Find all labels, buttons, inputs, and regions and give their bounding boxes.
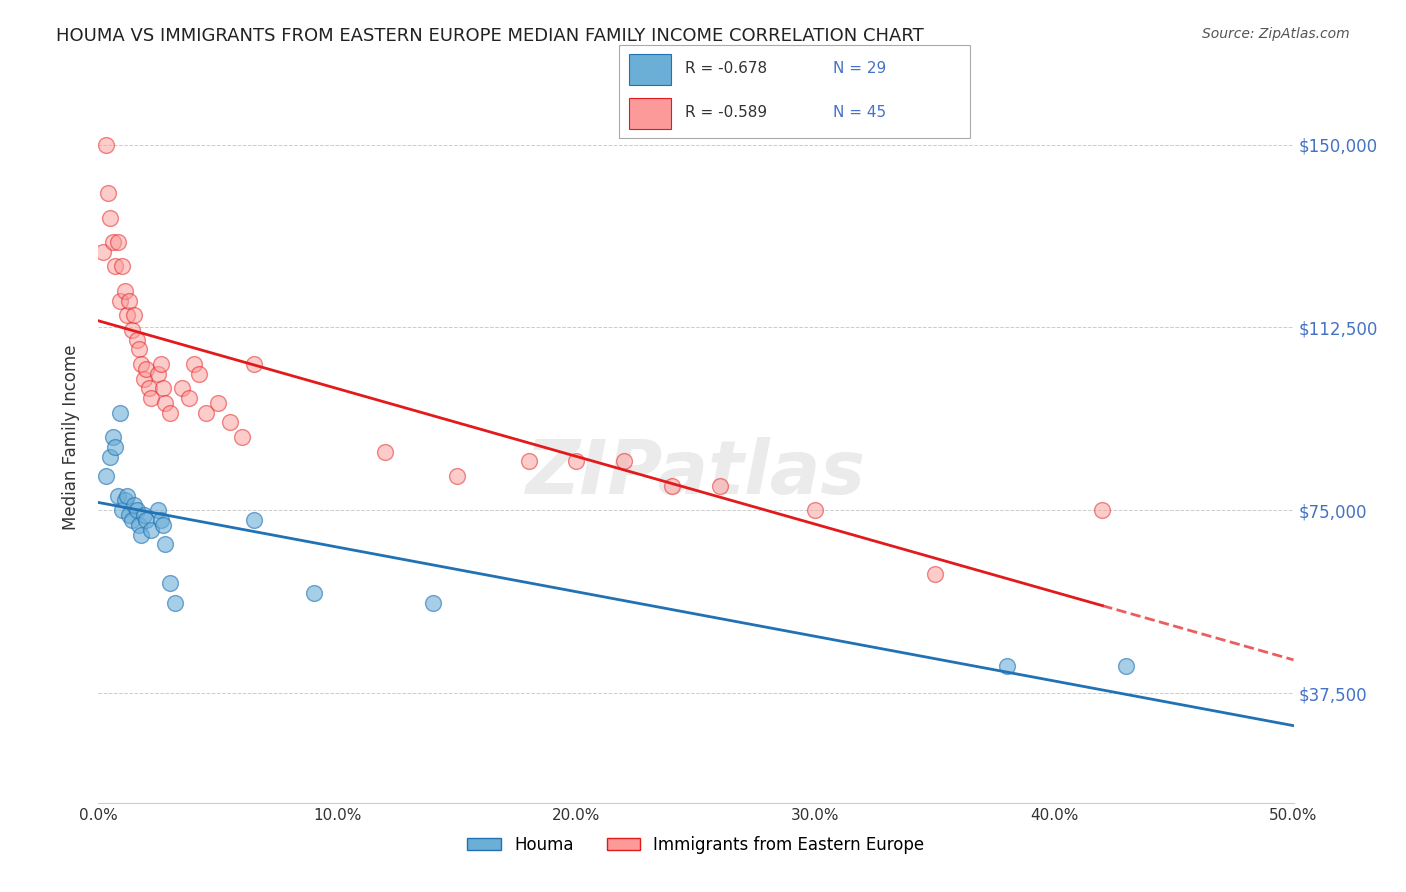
Point: [709, 479, 731, 493]
Point: [163, 596, 186, 610]
Point: [104, 260, 127, 274]
Point: [114, 493, 136, 508]
Point: [139, 391, 162, 405]
Point: [148, 367, 170, 381]
Point: [804, 503, 827, 517]
Point: [302, 586, 325, 600]
Point: [159, 576, 181, 591]
Point: [135, 513, 157, 527]
Point: [118, 508, 141, 522]
Point: [172, 381, 194, 395]
Point: [613, 454, 636, 468]
Point: [207, 396, 229, 410]
Point: [219, 416, 242, 430]
Text: N = 45: N = 45: [832, 105, 886, 120]
Point: [98, 211, 122, 225]
Point: [121, 323, 143, 337]
Point: [108, 293, 131, 308]
Point: [128, 517, 150, 532]
Point: [243, 513, 266, 527]
Point: [183, 357, 205, 371]
Point: [111, 503, 134, 517]
Point: [231, 430, 253, 444]
Y-axis label: Median Family Income: Median Family Income: [62, 344, 80, 530]
Point: [124, 499, 146, 513]
FancyBboxPatch shape: [630, 98, 672, 129]
Point: [94, 469, 117, 483]
Point: [104, 440, 127, 454]
Point: [94, 137, 117, 152]
Point: [107, 489, 129, 503]
Point: [98, 450, 122, 464]
Point: [195, 406, 218, 420]
Point: [107, 235, 129, 249]
Point: [131, 527, 153, 541]
Point: [422, 596, 444, 610]
Point: [115, 489, 138, 503]
Point: [155, 396, 177, 410]
Point: [111, 260, 134, 274]
Text: HOUMA VS IMMIGRANTS FROM EASTERN EUROPE MEDIAN FAMILY INCOME CORRELATION CHART: HOUMA VS IMMIGRANTS FROM EASTERN EUROPE …: [56, 27, 924, 45]
Point: [187, 367, 209, 381]
Text: Source: ZipAtlas.com: Source: ZipAtlas.com: [1202, 27, 1350, 41]
Point: [121, 513, 143, 527]
Point: [132, 508, 155, 522]
Point: [132, 371, 155, 385]
Point: [924, 566, 946, 581]
Legend: Houma, Immigrants from Eastern Europe: Houma, Immigrants from Eastern Europe: [461, 829, 931, 860]
Point: [149, 357, 172, 371]
Point: [565, 454, 588, 468]
Point: [446, 469, 468, 483]
Point: [118, 293, 141, 308]
Point: [1115, 659, 1137, 673]
Point: [995, 659, 1018, 673]
Point: [135, 361, 157, 376]
Point: [101, 235, 124, 249]
Point: [152, 381, 174, 395]
Point: [91, 244, 114, 259]
Point: [155, 537, 177, 551]
Point: [97, 186, 120, 201]
Point: [128, 343, 150, 357]
Point: [115, 308, 138, 322]
FancyBboxPatch shape: [630, 54, 672, 85]
Text: ZIPatlas: ZIPatlas: [526, 437, 866, 510]
FancyBboxPatch shape: [619, 45, 970, 138]
Point: [159, 406, 181, 420]
Text: N = 29: N = 29: [832, 62, 886, 77]
Point: [114, 284, 136, 298]
Point: [517, 454, 540, 468]
Point: [1091, 503, 1114, 517]
Point: [148, 503, 170, 517]
Point: [124, 308, 146, 322]
Point: [179, 391, 201, 405]
Text: R = -0.589: R = -0.589: [686, 105, 768, 120]
Point: [131, 357, 153, 371]
Point: [149, 513, 172, 527]
Point: [152, 517, 174, 532]
Point: [139, 523, 162, 537]
Point: [125, 503, 148, 517]
Point: [374, 444, 396, 458]
Point: [125, 333, 148, 347]
Text: R = -0.678: R = -0.678: [686, 62, 768, 77]
Point: [661, 479, 683, 493]
Point: [138, 381, 160, 395]
Point: [101, 430, 124, 444]
Point: [108, 406, 131, 420]
Point: [243, 357, 266, 371]
